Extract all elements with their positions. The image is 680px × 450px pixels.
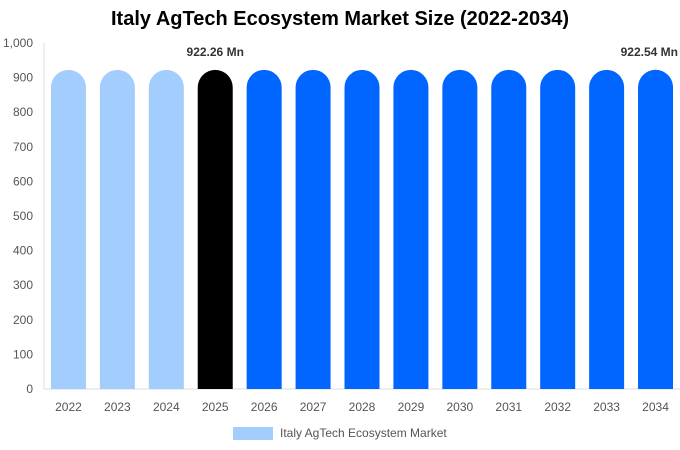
y-tick-label: 800 <box>13 105 33 119</box>
x-tick-label: 2034 <box>642 400 669 414</box>
x-tick-label: 2032 <box>544 400 571 414</box>
y-tick-label: 600 <box>13 174 33 188</box>
x-tick-label: 2025 <box>202 400 229 414</box>
bars-group <box>50 69 674 390</box>
bar-2024[interactable] <box>148 69 184 390</box>
bar-2028[interactable] <box>344 69 380 389</box>
x-axis-ticks: 2022 2023 2024 2025 2026 2027 2028 2029 2030 2031… <box>55 400 669 414</box>
y-tick-label: 700 <box>13 140 33 154</box>
bar-2029[interactable] <box>393 69 429 389</box>
data-label-2025: 922.26 Mn <box>187 45 244 59</box>
x-tick-label: 2028 <box>349 400 376 414</box>
bar-2031[interactable] <box>491 69 527 389</box>
bar-2023[interactable] <box>99 69 135 390</box>
y-tick-label: 1,000 <box>3 36 33 50</box>
legend-swatch <box>233 427 273 440</box>
bar-2022[interactable] <box>50 69 86 390</box>
y-tick-label: 100 <box>13 347 33 361</box>
y-axis-ticks: 0 100 200 300 400 500 600 700 800 900 1,000 <box>3 36 33 396</box>
y-tick-label: 0 <box>26 382 33 396</box>
x-tick-label: 2029 <box>398 400 425 414</box>
y-tick-label: 200 <box>13 313 33 327</box>
x-tick-label: 2023 <box>104 400 131 414</box>
data-label-2034: 922.54 Mn <box>621 45 678 59</box>
x-tick-label: 2033 <box>593 400 620 414</box>
legend[interactable]: Italy AgTech Ecosystem Market <box>233 426 447 440</box>
x-tick-label: 2027 <box>300 400 327 414</box>
bar-2033[interactable] <box>589 69 625 389</box>
x-tick-label: 2024 <box>153 400 180 414</box>
bar-2025[interactable] <box>197 69 233 390</box>
chart-title: Italy AgTech Ecosystem Market Size (2022… <box>111 8 569 30</box>
x-tick-label: 2026 <box>251 400 278 414</box>
bar-2032[interactable] <box>540 69 576 389</box>
bar-2034[interactable] <box>638 69 674 390</box>
x-tick-label: 2031 <box>495 400 522 414</box>
bar-2027[interactable] <box>295 69 331 389</box>
data-labels-group: 922.26 Mn 922.54 Mn <box>187 45 678 59</box>
bar-2026[interactable] <box>246 69 282 389</box>
y-tick-label: 500 <box>13 209 33 223</box>
legend-label: Italy AgTech Ecosystem Market <box>280 426 447 440</box>
y-tick-label: 900 <box>13 71 33 85</box>
y-tick-label: 400 <box>13 244 33 258</box>
x-tick-label: 2030 <box>446 400 473 414</box>
bar-2030[interactable] <box>442 69 478 389</box>
y-tick-label: 300 <box>13 278 33 292</box>
x-tick-label: 2022 <box>55 400 82 414</box>
